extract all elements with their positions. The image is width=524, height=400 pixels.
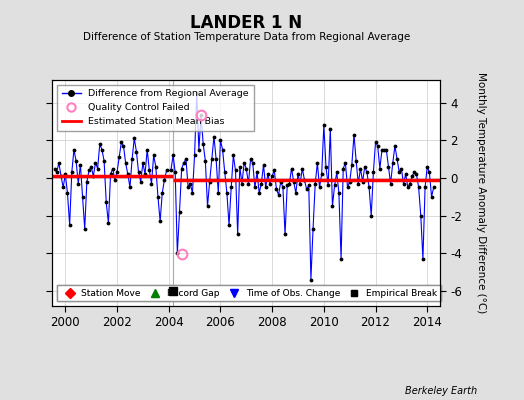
Text: Difference of Station Temperature Data from Regional Average: Difference of Station Temperature Data f… [83, 32, 410, 42]
Y-axis label: Monthly Temperature Anomaly Difference (°C): Monthly Temperature Anomaly Difference (… [476, 72, 486, 314]
Legend: Station Move, Record Gap, Time of Obs. Change, Empirical Break: Station Move, Record Gap, Time of Obs. C… [57, 285, 441, 302]
Text: LANDER 1 N: LANDER 1 N [190, 14, 302, 32]
Text: Berkeley Earth: Berkeley Earth [405, 386, 477, 396]
